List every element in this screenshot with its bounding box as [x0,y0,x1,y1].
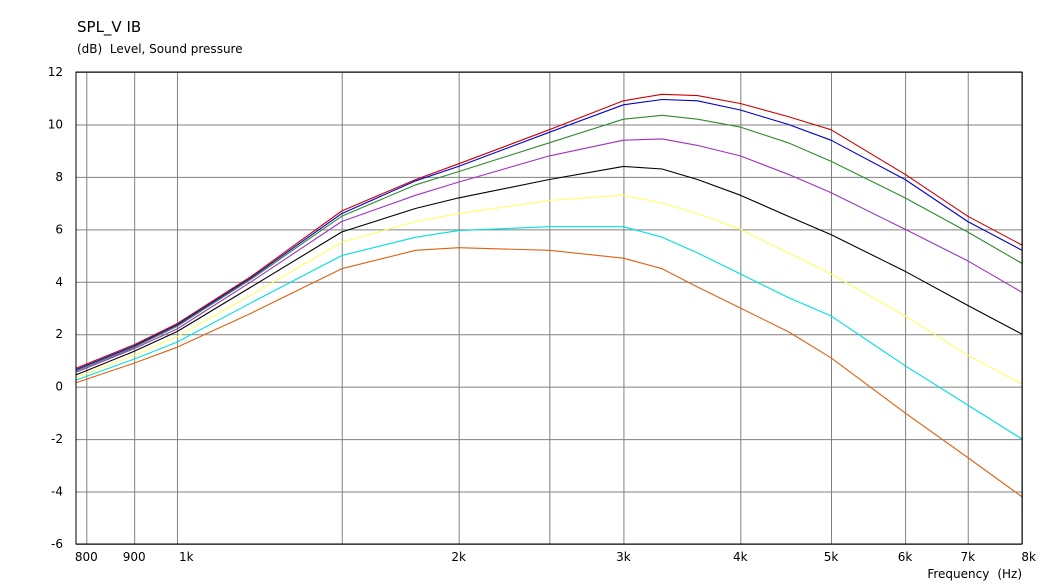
x-axis-unit: (Hz) [997,567,1022,581]
plot-frame [75,71,1023,545]
x-tick-label: 6k [898,550,913,564]
y-tick-label: 4 [55,275,63,289]
y-axis-label: (dB) Level, Sound pressure [77,42,243,56]
y-axis-title: Level, Sound pressure [109,42,243,56]
x-tick-label: 2k [451,550,466,564]
x-tick-label: 800 [75,550,98,564]
series-line-6 [75,194,1023,385]
y-axis-unit: (dB) [77,42,103,56]
y-tick-label: 8 [55,170,63,184]
y-tick-label: 0 [55,380,63,394]
y-tick-label: 10 [48,117,63,131]
y-tick-label: 6 [55,222,63,236]
x-tick-label: 3k [616,550,631,564]
chart-title: SPL_V IB [77,18,142,36]
x-tick-label: 4k [733,550,748,564]
y-tick-label: -6 [51,537,63,551]
x-tick-label: 8k [1021,550,1036,564]
x-axis-title: Frequency [927,567,989,581]
series-line-3 [75,114,1023,372]
series-line-5 [75,165,1023,376]
x-tick-labels: 800 900 1k 2k 3k 4k 5k 6k 7k 8k [75,550,1036,564]
x-axis-label: Frequency (Hz) [927,567,1022,581]
y-tick-labels: 12 10 8 6 4 2 0 -2 -4 -6 [48,65,63,551]
series-line-1 [75,93,1023,369]
y-tick-label: 2 [55,327,63,341]
series-line-8 [75,247,1023,498]
series-layer [75,93,1023,498]
series-line-2 [75,98,1023,371]
x-tick-label: 1k [179,550,194,564]
series-line-7 [75,226,1023,440]
y-tick-label: -4 [51,485,63,499]
y-tick-label: -2 [51,432,63,446]
x-tick-label: 5k [824,550,839,564]
y-tick-label: 12 [48,65,63,79]
x-tick-label: 900 [123,550,146,564]
x-tick-label: 7k [960,550,975,564]
series-line-4 [75,138,1023,373]
